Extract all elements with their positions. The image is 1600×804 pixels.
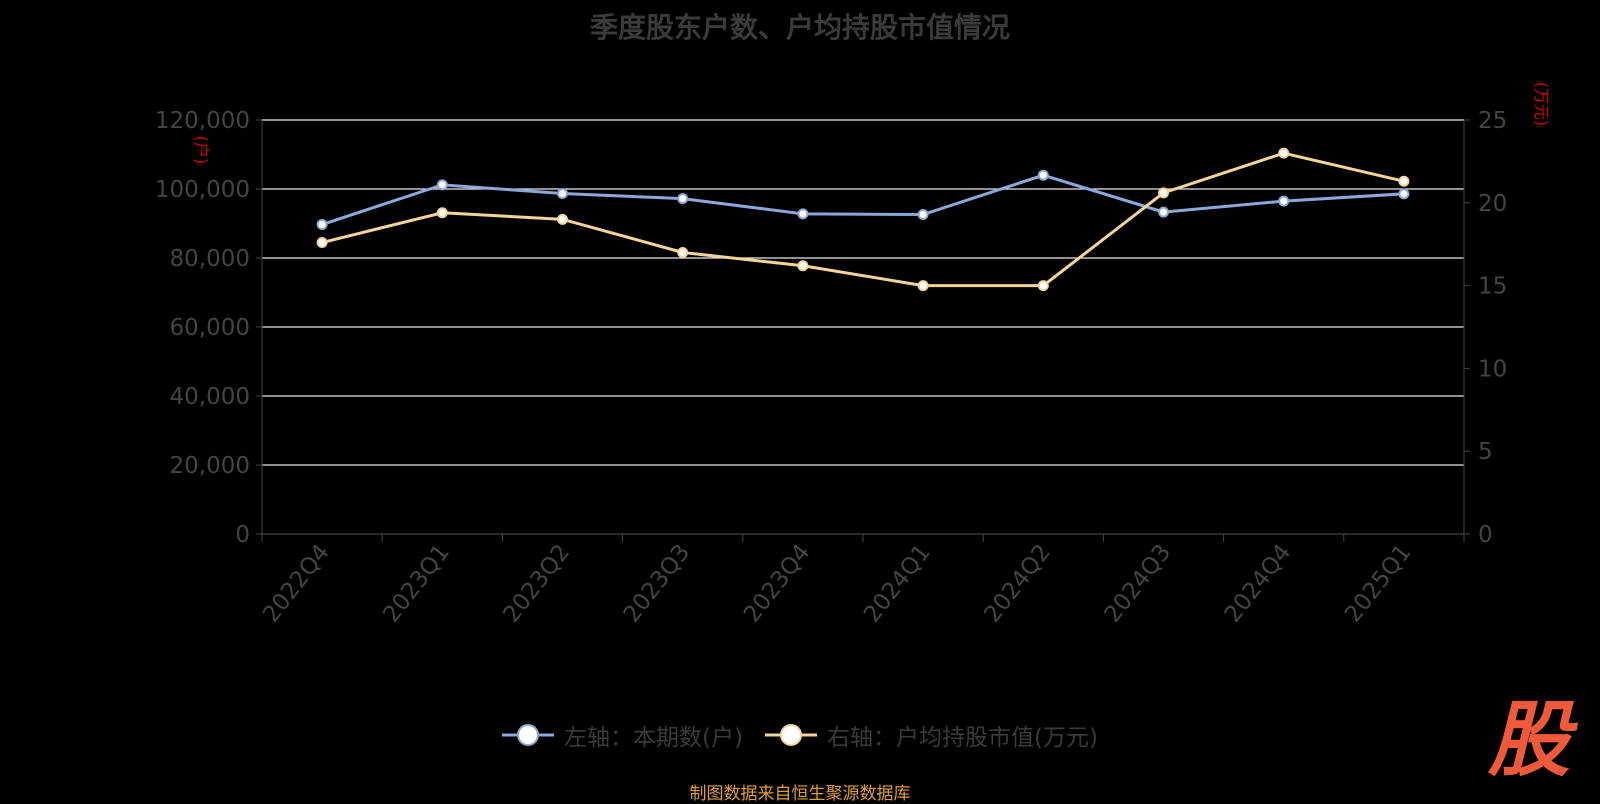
x-axis-tick-label: 2023Q2: [499, 540, 576, 628]
data-point-right: [438, 208, 447, 217]
axis-layer: 0 20,000 40,000 60,000 80,000 100,000 120,000 0…: [155, 108, 1507, 628]
left-axis-tick-label: 0: [235, 522, 250, 548]
legend-item-right-series[interactable]: 右轴：户均持股市值(万元): [765, 718, 1098, 752]
right-axis-tick-label: 15: [1478, 274, 1507, 300]
left-axis-tick-label: 40,000: [170, 384, 250, 410]
data-point-right: [558, 215, 567, 224]
left-axis-tick-label: 120,000: [155, 108, 250, 134]
x-axis-tick-label: 2023Q4: [739, 540, 816, 628]
series-line-left: [322, 175, 1404, 224]
x-axis-tick-label: 2024Q3: [1100, 540, 1177, 628]
series-line-right: [322, 153, 1404, 285]
legend-label-right-series: 右轴：户均持股市值(万元): [827, 718, 1098, 752]
data-point-left: [558, 189, 567, 198]
data-point-right: [1039, 281, 1048, 290]
right-axis-tick-label: 0: [1478, 522, 1493, 548]
right-axis-tick-label: 5: [1478, 439, 1493, 465]
data-point-left: [438, 180, 447, 189]
data-point-left: [919, 210, 928, 219]
data-point-right: [1399, 177, 1408, 186]
line-chart: 0 20,000 40,000 60,000 80,000 100,000 120,000 0…: [0, 0, 1600, 700]
x-axis-tick-label: 2024Q1: [859, 540, 936, 628]
left-axis-unit: (户): [192, 136, 211, 165]
x-axis-tick-label: 2022Q4: [258, 540, 335, 628]
right-axis-tick-label: 25: [1478, 108, 1507, 134]
legend-line-marker-icon: [502, 723, 554, 747]
data-source-note: 制图数据来自恒生聚源数据库: [0, 779, 1600, 804]
data-point-left: [1279, 197, 1288, 206]
x-axis-tick-label: 2023Q1: [378, 540, 455, 628]
left-axis-tick-label: 80,000: [170, 246, 250, 272]
series-layer: [318, 149, 1409, 290]
legend-item-left-series[interactable]: 左轴：本期数(户): [502, 718, 743, 752]
data-point-left: [1039, 171, 1048, 180]
grid-layer: [262, 120, 1464, 465]
right-axis-unit: (万元): [1532, 82, 1551, 127]
data-point-right: [318, 238, 327, 247]
data-point-left: [678, 194, 687, 203]
left-axis-tick-label: 60,000: [170, 315, 250, 341]
right-axis-tick-label: 10: [1478, 356, 1507, 382]
data-point-left: [1159, 208, 1168, 217]
data-point-right: [678, 248, 687, 257]
x-axis-tick-label: 2024Q4: [1220, 540, 1297, 628]
logo: 股: [1488, 700, 1570, 782]
x-axis-tick-label: 2024Q2: [979, 540, 1056, 628]
legend-line-marker-icon: [765, 723, 817, 747]
left-axis-tick-label: 100,000: [155, 177, 250, 203]
legend-label-left-series: 左轴：本期数(户): [564, 718, 743, 752]
legend: 左轴：本期数(户) 右轴：户均持股市值(万元): [0, 718, 1600, 752]
left-axis-tick-label: 20,000: [170, 453, 250, 479]
x-axis-tick-label: 2023Q3: [619, 540, 696, 628]
right-axis-tick-label: 20: [1478, 191, 1507, 217]
data-point-left: [318, 220, 327, 229]
data-point-right: [1159, 188, 1168, 197]
data-point-left: [1399, 189, 1408, 198]
data-point-right: [919, 281, 928, 290]
data-point-left: [798, 209, 807, 218]
data-point-right: [798, 261, 807, 270]
x-axis-tick-label: 2025Q1: [1340, 540, 1417, 628]
data-point-right: [1279, 149, 1288, 158]
